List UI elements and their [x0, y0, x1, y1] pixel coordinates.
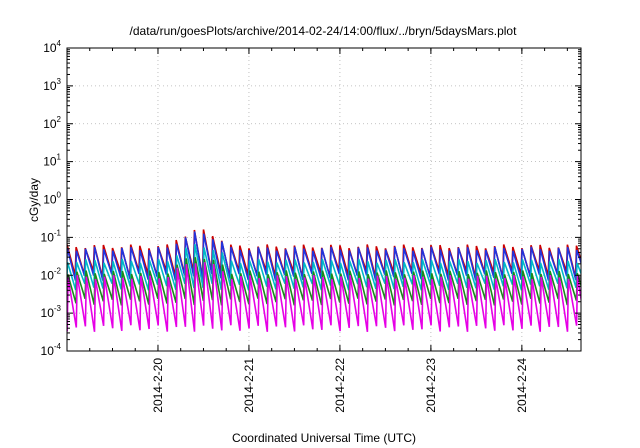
y-axis: 10-4 10-3 10-2 10-1 100 101 102 103 104: [41, 39, 581, 358]
y-tick-label: 102: [43, 115, 61, 131]
y-tick-label: 10-2: [41, 266, 62, 282]
x-tick-label: 2014-2-22: [333, 358, 347, 413]
x-tick-label: 2014-2-20: [151, 358, 165, 413]
y-tick-label: 10-4: [41, 342, 62, 358]
x-tick-label: 2014-2-24: [515, 358, 529, 413]
y-tick-label: 10-3: [41, 304, 62, 320]
y-tick-label: 104: [43, 39, 61, 55]
y-axis-label: cGy/day: [27, 178, 41, 222]
y-tick-label: 10-1: [41, 228, 62, 244]
x-axis: 2014-2-20 2014-2-21 2014-2-22 2014-2-23 2014…: [66, 48, 568, 413]
x-tick-label: 2014-2-21: [242, 358, 256, 413]
series-line: [67, 262, 581, 333]
data-series: [67, 229, 581, 333]
x-tick-label: 2014-2-23: [424, 358, 438, 413]
chart-title: /data/run/goesPlots/archive/2014-02-24/1…: [130, 24, 518, 38]
x-axis-label: Coordinated Universal Time (UTC): [232, 431, 416, 445]
y-tick-label: 100: [43, 191, 61, 207]
y-tick-label: 101: [43, 153, 61, 169]
y-tick-label: 103: [43, 77, 61, 93]
